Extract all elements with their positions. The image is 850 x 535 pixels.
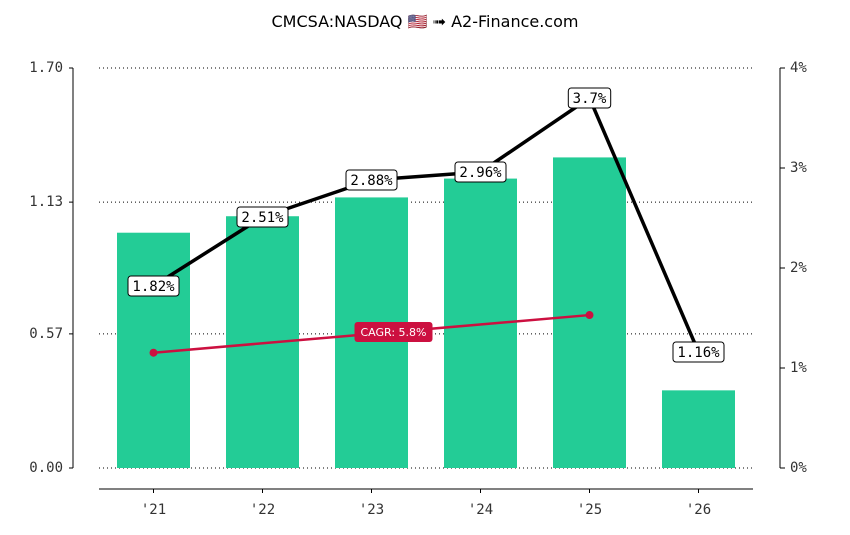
cagr-label-box [354, 321, 433, 342]
x-tick-label: '21 [141, 502, 166, 518]
cagr-point [149, 348, 158, 357]
right-tick-label: 4% [790, 60, 807, 76]
label-layer: 1.82% 2.51% 2.88% 2.96% 3.7% 1.16% [127, 87, 725, 363]
point-label-box [127, 275, 180, 297]
grid [99, 67, 753, 469]
bars [117, 157, 735, 469]
chart-title: CMCSA:NASDAQ 🇺🇸 ➟ A2-Finance.com [272, 12, 579, 31]
x-tick-label: '25 [577, 502, 602, 518]
right-tick-label: 0% [790, 460, 807, 476]
left-axis: 0.00 0.57 1.13 1.70 [29, 60, 74, 476]
point-label: 1.16% [677, 345, 720, 361]
left-tick-label: 1.13 [29, 194, 63, 210]
left-tick-label: 1.70 [29, 60, 63, 76]
point-label-box [345, 169, 398, 191]
cagr-point [585, 311, 594, 320]
point-label: 3.7% [573, 91, 607, 107]
line-layer [152, 96, 701, 353]
yield-line [152, 96, 701, 353]
left-tick-label: 0.00 [29, 460, 63, 476]
x-tick-label: '23 [359, 502, 384, 518]
x-tick-label: '22 [250, 502, 275, 518]
left-tick-label: 0.57 [29, 326, 63, 342]
cagr-label: CAGR: 5.8% [361, 326, 427, 339]
right-axis: 0% 1% 2% 3% 4% [779, 60, 807, 476]
point-label-box [672, 341, 725, 363]
point-label: 2.96% [459, 165, 502, 181]
point-label-box [454, 161, 507, 183]
x-tick-label: '26 [686, 502, 711, 518]
point-label: 2.88% [350, 173, 393, 189]
point-label-box [236, 206, 289, 228]
point-label-box [567, 87, 612, 109]
right-tick-label: 1% [790, 360, 807, 376]
cagr-layer: CAGR: 5.8% [149, 311, 594, 357]
right-tick-label: 3% [790, 160, 807, 176]
right-tick-label: 2% [790, 260, 807, 276]
x-axis: '21 '22 '23 '24 '25 '26 [99, 488, 753, 518]
point-label: 1.82% [132, 279, 175, 295]
point-label: 2.51% [241, 210, 284, 226]
x-tick-label: '24 [468, 502, 493, 518]
bar [662, 390, 735, 468]
